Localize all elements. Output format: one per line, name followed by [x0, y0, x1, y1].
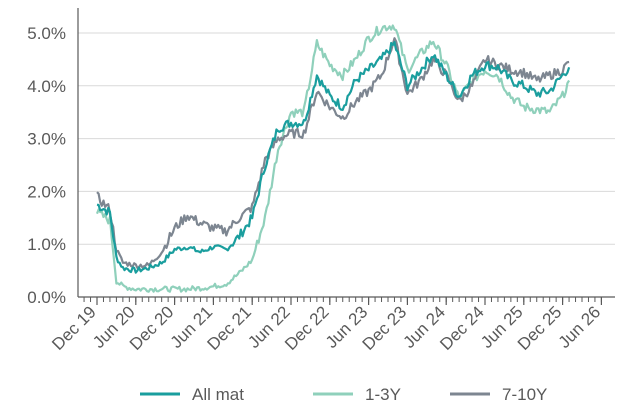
y-tick-label: 5.0% [27, 24, 66, 43]
legend-label: 1-3Y [365, 385, 401, 404]
gridlines [78, 33, 615, 244]
y-tick-label: 2.0% [27, 182, 66, 201]
x-tick-label: Dec 21 [203, 302, 255, 354]
x-tick-label: Dec 23 [359, 302, 411, 354]
x-tick-label: Dec 20 [126, 302, 178, 354]
y-tick-label: 0.0% [27, 288, 66, 307]
y-tick-label: 4.0% [27, 77, 66, 96]
x-tick-label: Dec 25 [514, 302, 566, 354]
legend-label: 7-10Y [502, 385, 547, 404]
legend: All mat 1-3Y 7-10Y [140, 385, 547, 404]
series-line-7-10y [97, 38, 569, 268]
x-tick-label: Dec 19 [48, 302, 100, 354]
series-lines [97, 26, 569, 292]
y-tick-label: 1.0% [27, 235, 66, 254]
x-tick-label: Jun 26 [555, 302, 605, 352]
x-tick-label: Dec 24 [436, 302, 488, 354]
legend-label: All mat [192, 385, 244, 404]
y-tick-label: 3.0% [27, 130, 66, 149]
x-tick-label: Dec 22 [281, 302, 333, 354]
